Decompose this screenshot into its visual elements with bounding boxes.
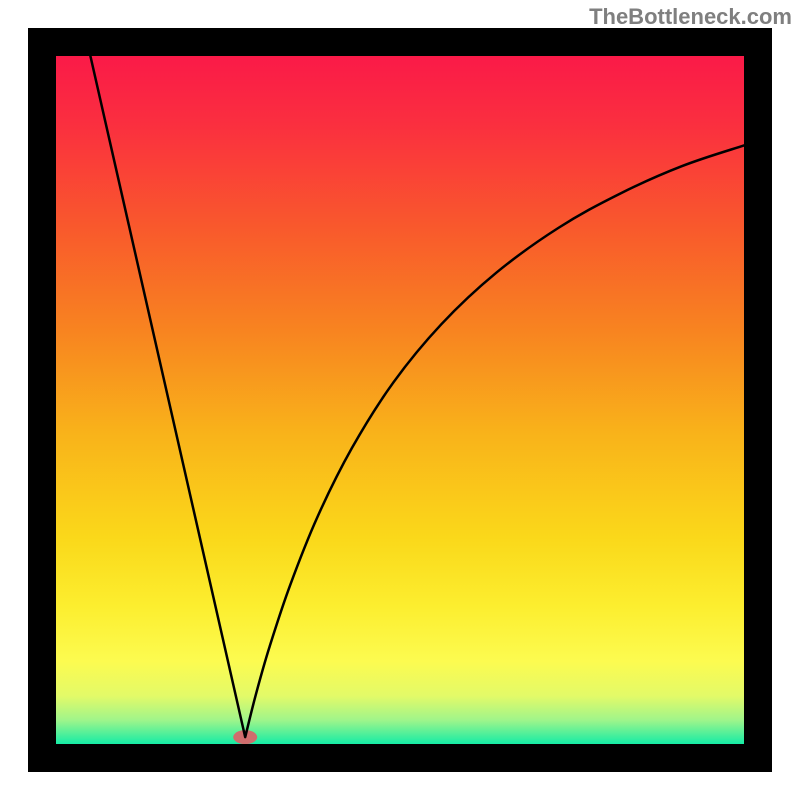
bottleneck-chart <box>0 0 800 800</box>
chart-container: TheBottleneck.com <box>0 0 800 800</box>
watermark-text: TheBottleneck.com <box>589 4 792 30</box>
plot-gradient-background <box>56 56 744 744</box>
